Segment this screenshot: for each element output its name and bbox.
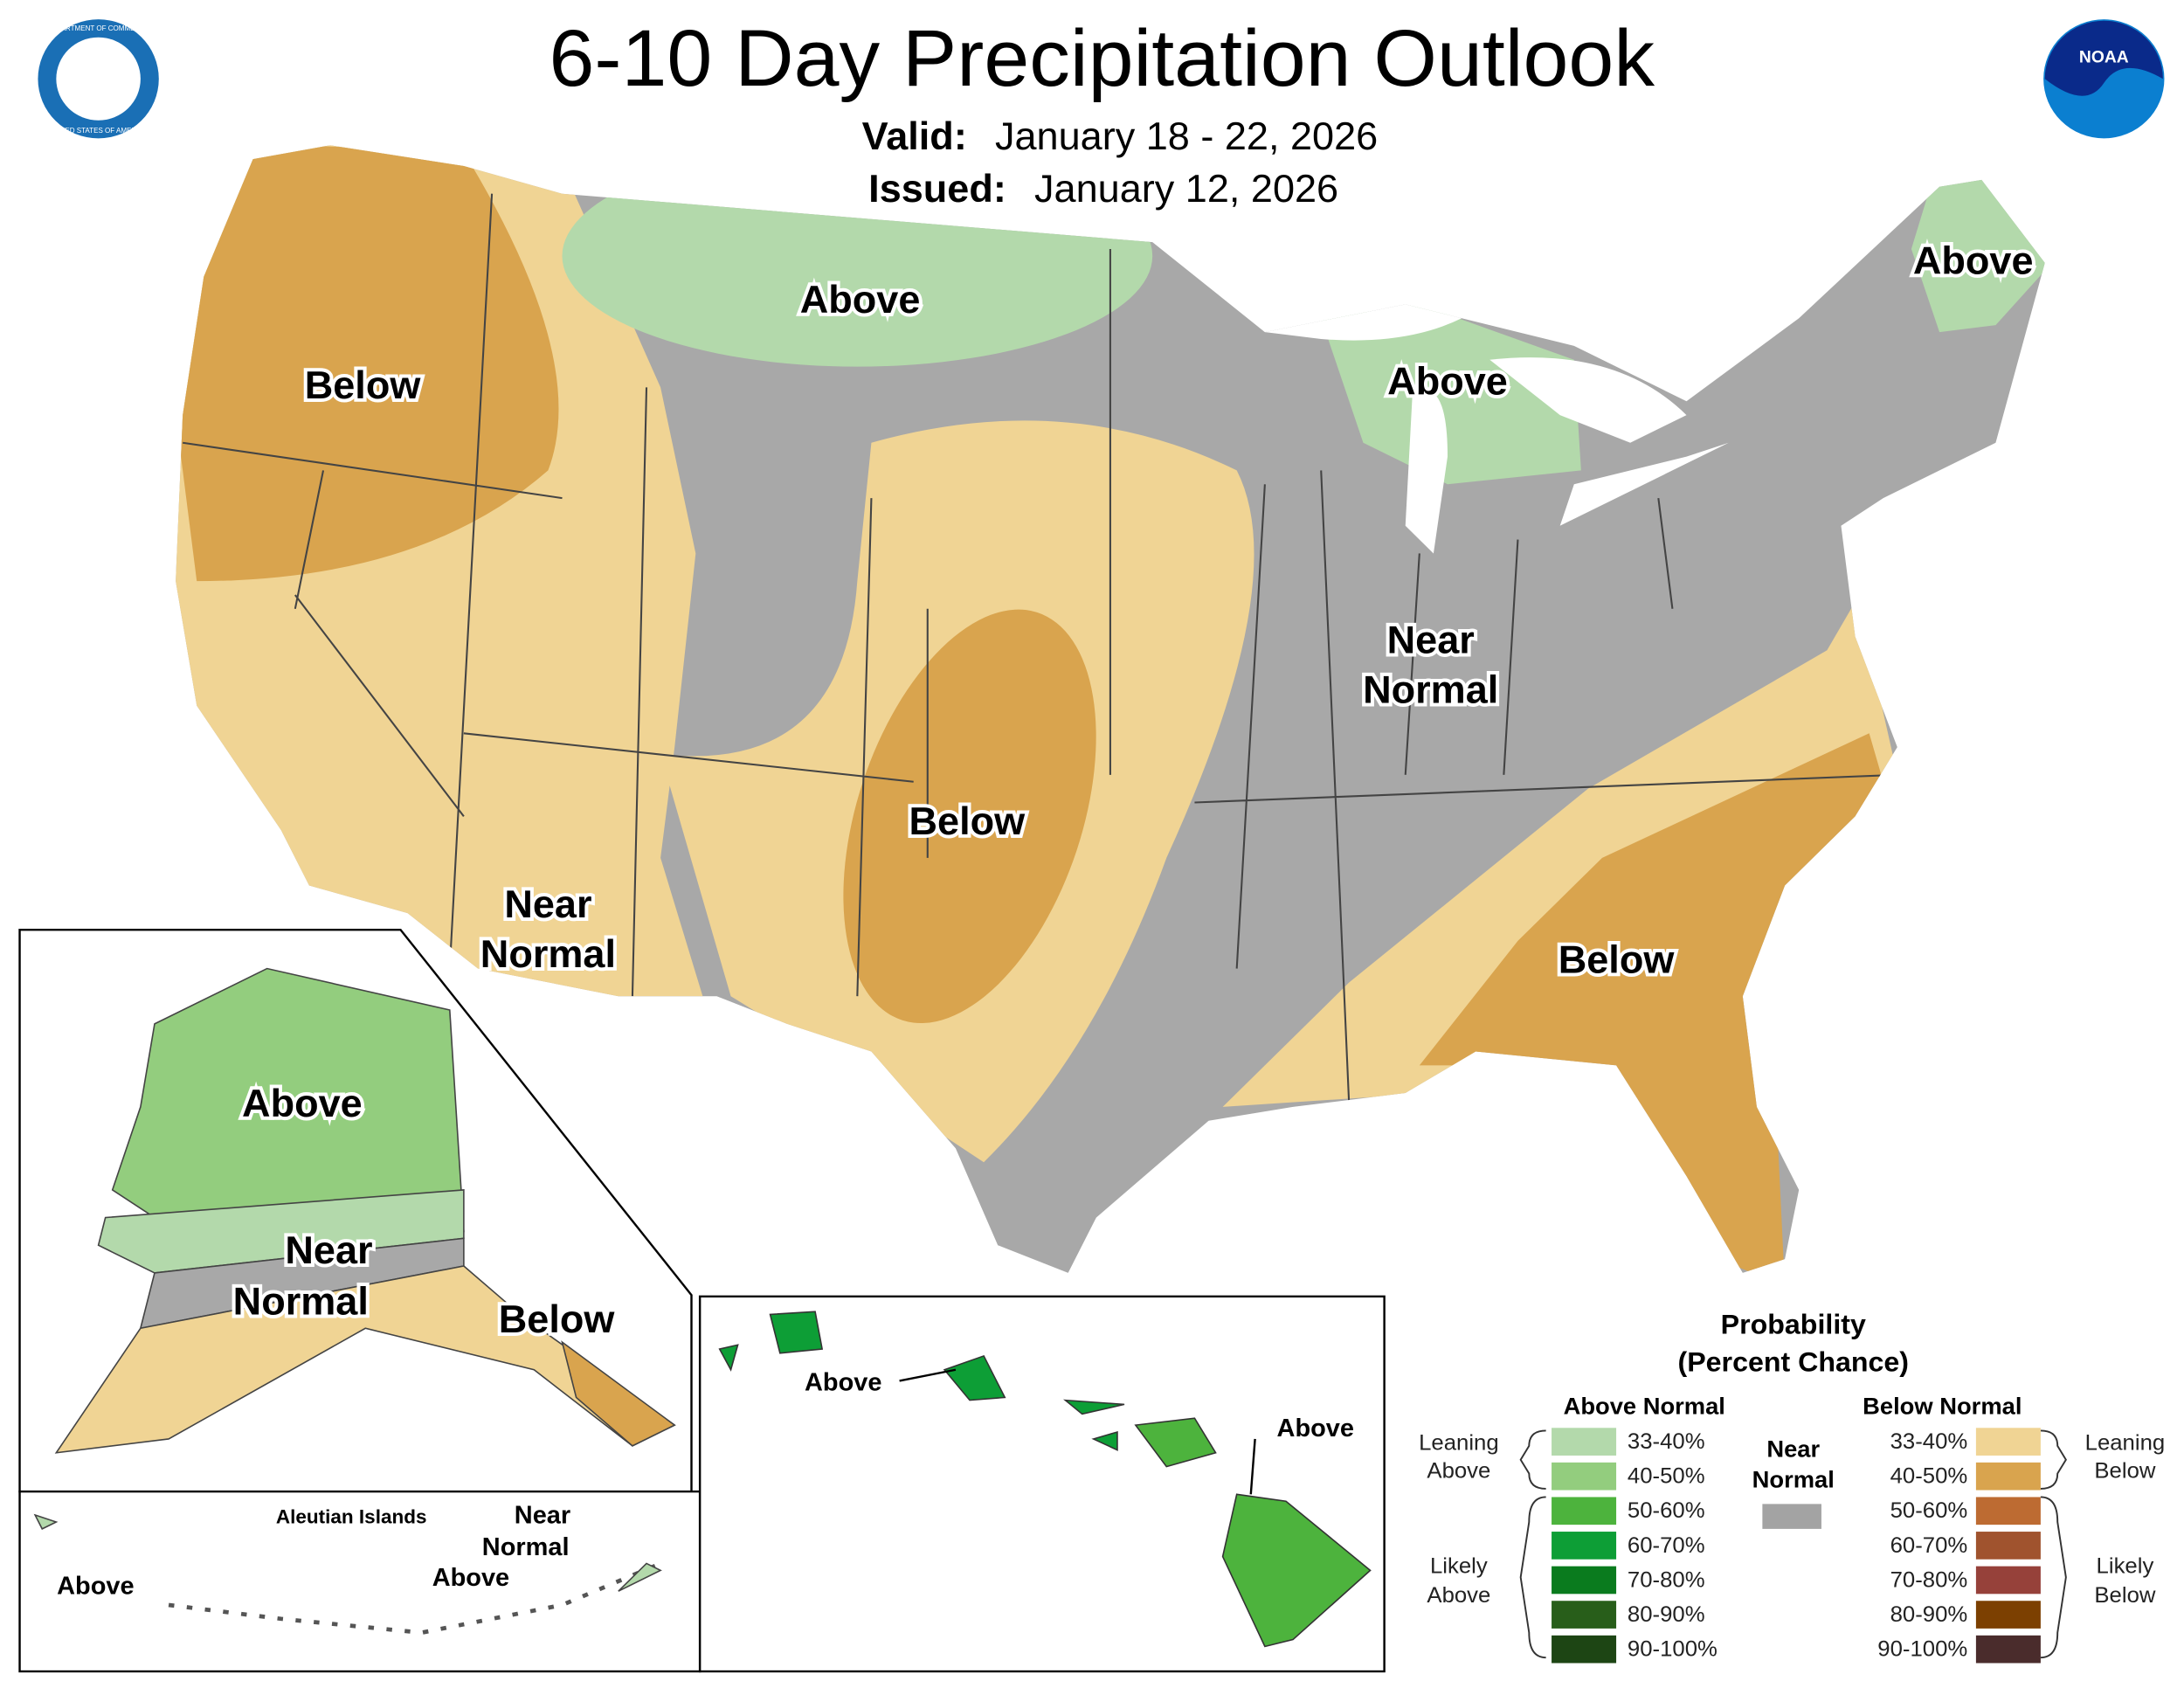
legend-swatch (1975, 1497, 2041, 1525)
legend-label: 50-60% (1628, 1498, 1705, 1523)
legend-swatch (1552, 1532, 1617, 1560)
bracket-label: Above (1427, 1583, 1490, 1608)
legend-heading: Below Normal (1863, 1393, 2022, 1420)
legend-swatch (1552, 1566, 1617, 1595)
legend-label: 80-90% (1628, 1602, 1705, 1627)
valid-label: Valid: (862, 115, 967, 158)
legend-label: 70-80% (1890, 1568, 1968, 1593)
region-label: Near (504, 883, 591, 926)
region-label: Above (1913, 240, 2034, 283)
legend-heading: Near (1766, 1435, 1820, 1463)
bracket-label: Above (1427, 1458, 1490, 1483)
region-label: Normal (480, 933, 616, 976)
legend-label: 33-40% (1628, 1429, 1705, 1454)
legend-label: 50-60% (1890, 1498, 1968, 1523)
bracket-label: Leaning (1419, 1431, 1499, 1456)
legend-label: 80-90% (1890, 1602, 1968, 1627)
legend-swatch (1762, 1504, 1821, 1529)
seal-text: UNITED STATES OF AMERICA (49, 127, 149, 135)
noaa-logo: NOAA (2043, 19, 2165, 139)
bracket-label: Likely (2097, 1554, 2154, 1579)
alaska-inset (18, 928, 693, 1493)
aleutian-inset (18, 1490, 702, 1673)
title: 6-10 Day Precipitation Outlook (549, 13, 1655, 103)
bracket-label: Leaning (2085, 1431, 2166, 1456)
valid-dates: January 18 - 22, 2026 (995, 115, 1378, 158)
legend-heading: Above Normal (1564, 1393, 1725, 1420)
region-label: Below (305, 364, 421, 407)
bracket-label: Likely (1430, 1554, 1488, 1579)
noaa-text: NOAA (2079, 48, 2129, 66)
legend-label: 40-50% (1890, 1464, 1968, 1489)
legend-swatch (1552, 1428, 1617, 1456)
region-label: Normal (233, 1281, 369, 1324)
legend-swatch (1975, 1635, 2041, 1664)
bracket-label: Below (2094, 1458, 2156, 1483)
seal-text: DEPARTMENT OF COMMERCE (47, 24, 150, 32)
region-label: Above (1277, 1415, 1354, 1442)
legend-label: 90-100% (1628, 1637, 1717, 1662)
issued-date: January 12, 2026 (1034, 169, 1338, 211)
legend-swatch (1975, 1428, 2041, 1456)
legend-swatch (1975, 1532, 2041, 1560)
legend-label: 60-70% (1628, 1533, 1705, 1558)
region-label: Above (432, 1564, 509, 1592)
legend-label: 40-50% (1628, 1464, 1705, 1489)
region-label: Below (1559, 939, 1675, 982)
region-label: Above (242, 1083, 363, 1125)
region-label: Above (57, 1573, 134, 1601)
region-label: Normal (1363, 669, 1498, 712)
bracket-label: Below (2094, 1583, 2156, 1608)
legend: Probability (Percent Chance) Above Norma… (1419, 1309, 2165, 1664)
bracket (1519, 1429, 2067, 1659)
legend-title: (Percent Chance) (1678, 1346, 1909, 1378)
region-label: Near (1387, 619, 1475, 662)
region-label: Above (800, 279, 921, 322)
region-label: Above (805, 1369, 881, 1397)
region-label: Normal (482, 1533, 570, 1561)
legend-swatch (1975, 1462, 2041, 1491)
region-label: Near (285, 1229, 372, 1272)
region-label: Below (909, 800, 1026, 843)
legend-swatch (1552, 1497, 1617, 1525)
legend-swatch (1552, 1635, 1617, 1664)
legend-label: 90-100% (1877, 1637, 1967, 1662)
commerce-seal: DEPARTMENT OF COMMERCE UNITED STATES OF … (38, 19, 159, 139)
hawaii-inset (698, 1295, 1386, 1673)
legend-swatch (1552, 1601, 1617, 1629)
legend-label: 70-80% (1628, 1568, 1705, 1593)
legend-swatch (1552, 1462, 1617, 1491)
legend-label: 60-70% (1890, 1533, 1968, 1558)
issued-label: Issued: (868, 169, 1006, 211)
legend-swatch (1975, 1566, 2041, 1595)
legend-swatch (1975, 1601, 2041, 1629)
inset-title: Aleutian Islands (276, 1506, 427, 1528)
region-label: Near (515, 1502, 570, 1530)
legend-label: 33-40% (1890, 1429, 1968, 1454)
legend-heading: Normal (1752, 1466, 1835, 1493)
region-label: Above (1387, 361, 1508, 404)
legend-title: Probability (1721, 1309, 1866, 1340)
region-label: Below (499, 1298, 615, 1341)
